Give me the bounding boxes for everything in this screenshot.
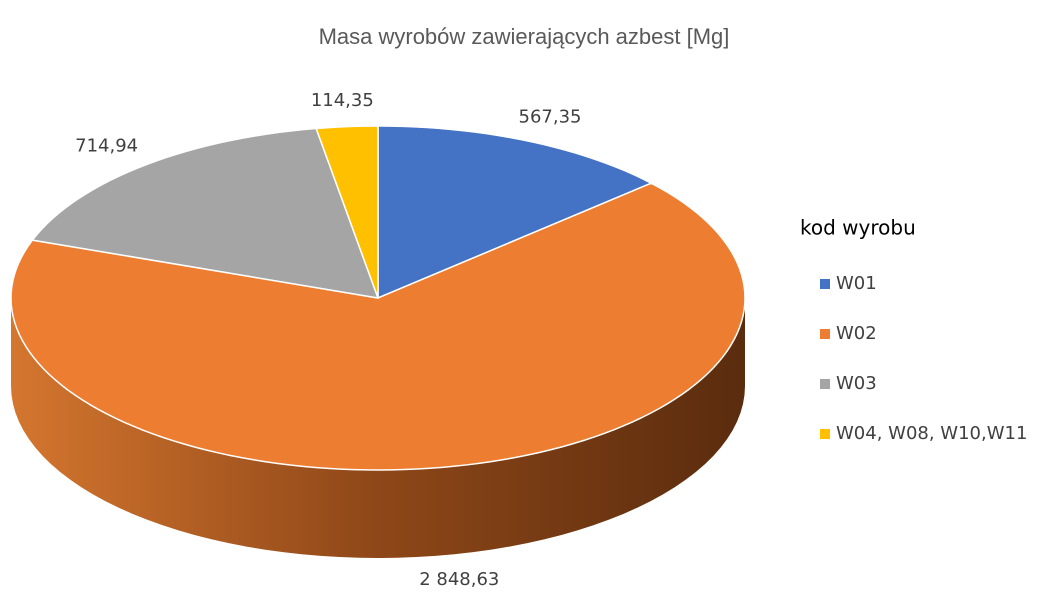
slice <box>10 182 746 471</box>
slice <box>315 125 379 299</box>
legend-label: W01 <box>836 273 877 294</box>
legend-swatch <box>820 429 830 439</box>
data-label: 714,94 <box>75 135 138 156</box>
legend-swatch <box>820 279 830 289</box>
legend-label: W02 <box>836 323 877 344</box>
legend-label: W03 <box>836 373 877 394</box>
legend-swatch <box>820 329 830 339</box>
data-label: 2 848,63 <box>419 569 499 590</box>
slice <box>377 125 652 299</box>
slice-side <box>11 298 745 558</box>
slice <box>31 127 379 299</box>
legend-label: W04, W08, W10,W11 <box>836 423 1027 444</box>
chart-title: Masa wyrobów zawierających azbest [Mg] <box>319 24 730 49</box>
data-label: 567,35 <box>519 106 582 127</box>
legend-swatch <box>820 379 830 389</box>
legend-title: kod wyrobu <box>800 216 916 240</box>
data-label: 114,35 <box>311 90 374 111</box>
